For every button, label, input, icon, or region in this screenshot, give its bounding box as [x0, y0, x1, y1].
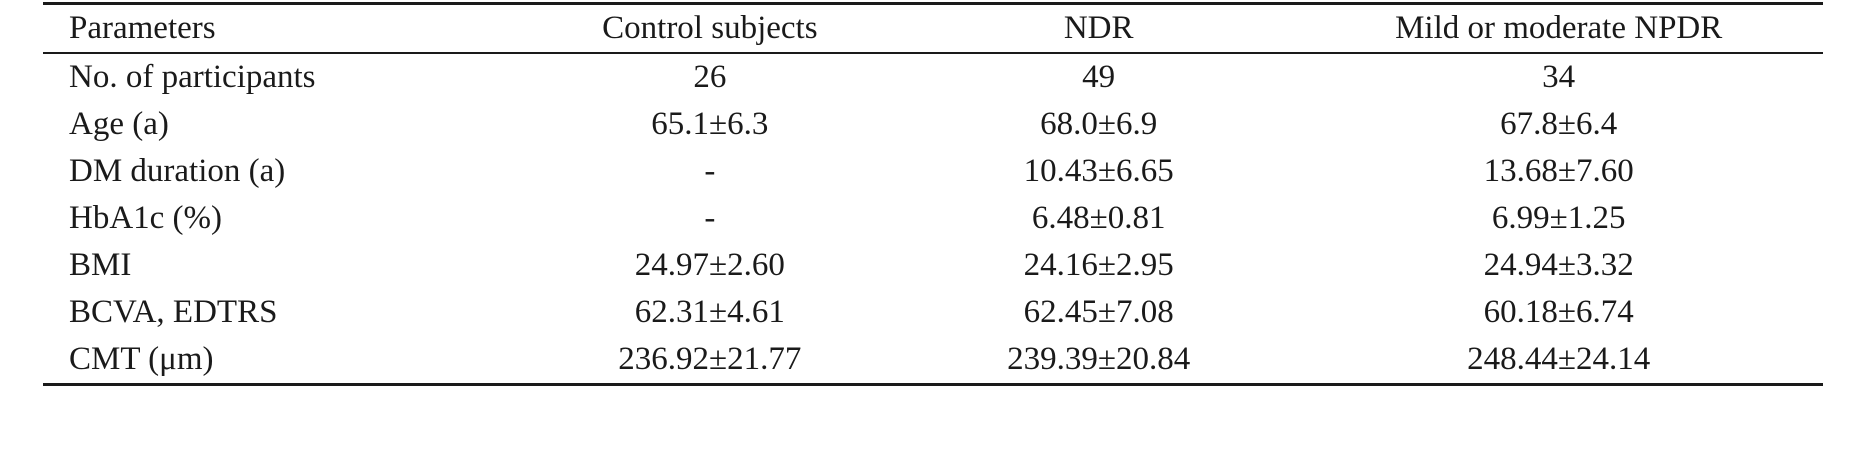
cell-ndr: 6.48±0.81 — [1031, 200, 1166, 236]
cell-control: - — [704, 153, 716, 189]
cell-npdr: 67.8±6.4 — [1500, 106, 1618, 142]
cell-ndr: 68.0±6.9 — [1040, 106, 1158, 142]
table-row: BCVA, EDTRS 62.31±4.61 62.45±7.08 60.18±… — [43, 289, 1823, 336]
table-row: BMI 24.97±2.60 24.16±2.95 24.94±3.32 — [43, 242, 1823, 289]
cell-npdr: 60.18±6.74 — [1483, 294, 1634, 330]
table-header-row: Parameters Control subjects NDR Mild or … — [43, 3, 1823, 53]
data-table-container: Parameters Control subjects NDR Mild or … — [43, 2, 1823, 386]
cell-control: - — [704, 200, 716, 236]
table-row: DM duration (a) - 10.43±6.65 13.68±7.60 — [43, 148, 1823, 195]
participant-characteristics-table: Parameters Control subjects NDR Mild or … — [43, 2, 1823, 386]
row-label: BMI — [69, 247, 132, 283]
cell-ndr: 49 — [1082, 59, 1116, 95]
row-label: BCVA, EDTRS — [69, 294, 278, 330]
row-label: Age (a) — [69, 106, 169, 142]
header-npdr: Mild or moderate NPDR — [1395, 10, 1723, 46]
header-parameters: Parameters — [69, 10, 216, 46]
cell-control: 236.92±21.77 — [618, 341, 802, 377]
cell-control: 26 — [693, 59, 727, 95]
cell-ndr: 24.16±2.95 — [1023, 247, 1174, 283]
table-row: HbA1c (%) - 6.48±0.81 6.99±1.25 — [43, 195, 1823, 242]
header-control-subjects: Control subjects — [602, 10, 818, 46]
cell-control: 62.31±4.61 — [634, 294, 785, 330]
table-row: CMT (μm) 236.92±21.77 239.39±20.84 248.4… — [43, 336, 1823, 385]
row-label: CMT (μm) — [69, 341, 214, 377]
cell-npdr: 6.99±1.25 — [1491, 200, 1626, 236]
row-label: DM duration (a) — [69, 153, 286, 189]
cell-control: 65.1±6.3 — [651, 106, 769, 142]
row-label: No. of participants — [69, 59, 316, 95]
cell-ndr: 10.43±6.65 — [1023, 153, 1174, 189]
cell-control: 24.97±2.60 — [634, 247, 785, 283]
table-row: No. of participants 26 49 34 — [43, 53, 1823, 101]
cell-npdr: 34 — [1542, 59, 1576, 95]
cell-npdr: 24.94±3.32 — [1483, 247, 1634, 283]
cell-ndr: 239.39±20.84 — [1007, 341, 1191, 377]
cell-ndr: 62.45±7.08 — [1023, 294, 1174, 330]
header-ndr: NDR — [1063, 10, 1134, 46]
row-label: HbA1c (%) — [69, 200, 223, 236]
table-row: Age (a) 65.1±6.3 68.0±6.9 67.8±6.4 — [43, 101, 1823, 148]
cell-npdr: 248.44±24.14 — [1467, 341, 1651, 377]
cell-npdr: 13.68±7.60 — [1483, 153, 1634, 189]
